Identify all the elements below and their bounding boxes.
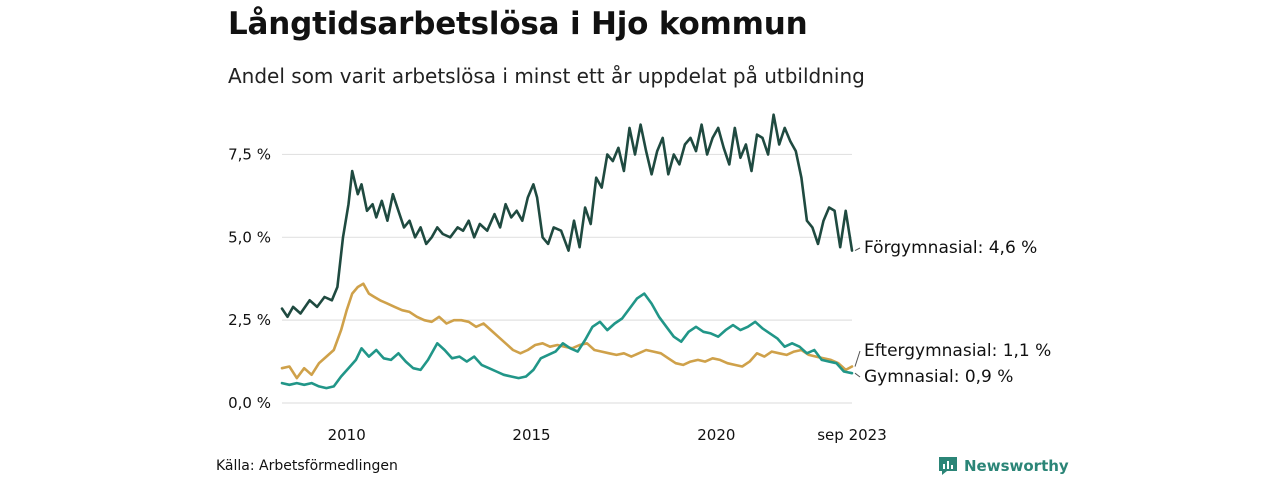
end-label-leader	[854, 350, 861, 367]
chart-title: Långtidsarbetslösa i Hjo kommun	[228, 6, 808, 42]
brand-logo: Newsworthy	[938, 456, 1069, 476]
brand-name: Newsworthy	[964, 457, 1069, 475]
series-line-förgymnasial	[280, 113, 854, 319]
x-axis-ticks: 2010 2015 2020 sep 2023	[328, 426, 887, 444]
y-axis-ticks: 0,0 % 2,5 % 5,0 % 7,5 %	[228, 145, 271, 412]
x-tick-label: sep 2023	[817, 426, 887, 444]
series-lines	[280, 113, 854, 390]
chart-subtitle: Andel som varit arbetslösa i minst ett å…	[228, 64, 865, 88]
x-tick-label: 2020	[697, 426, 735, 444]
end-labels: Förgymnasial: 4,6 % Eftergymnasial: 1,1 %…	[854, 238, 1051, 387]
x-tick-label: 2015	[512, 426, 550, 444]
y-tick-label: 5,0 %	[228, 228, 271, 246]
grid-lines	[282, 153, 852, 404]
y-tick-label: 2,5 %	[228, 311, 271, 329]
source-note: Källa: Arbetsförmedlingen	[216, 458, 398, 474]
series-line-gymnasial	[280, 292, 854, 390]
end-label-eftergymnasial: Eftergymnasial: 1,1 %	[864, 341, 1051, 361]
bar-chart-icon	[939, 457, 957, 475]
end-label-förgymnasial: Förgymnasial: 4,6 %	[864, 238, 1037, 258]
end-label-leader	[854, 247, 861, 252]
y-tick-label: 0,0 %	[228, 394, 271, 412]
end-label-gymnasial: Gymnasial: 0,9 %	[864, 367, 1013, 387]
end-label-leader	[854, 372, 861, 378]
y-tick-label: 7,5 %	[228, 145, 271, 163]
x-tick-label: 2010	[328, 426, 366, 444]
